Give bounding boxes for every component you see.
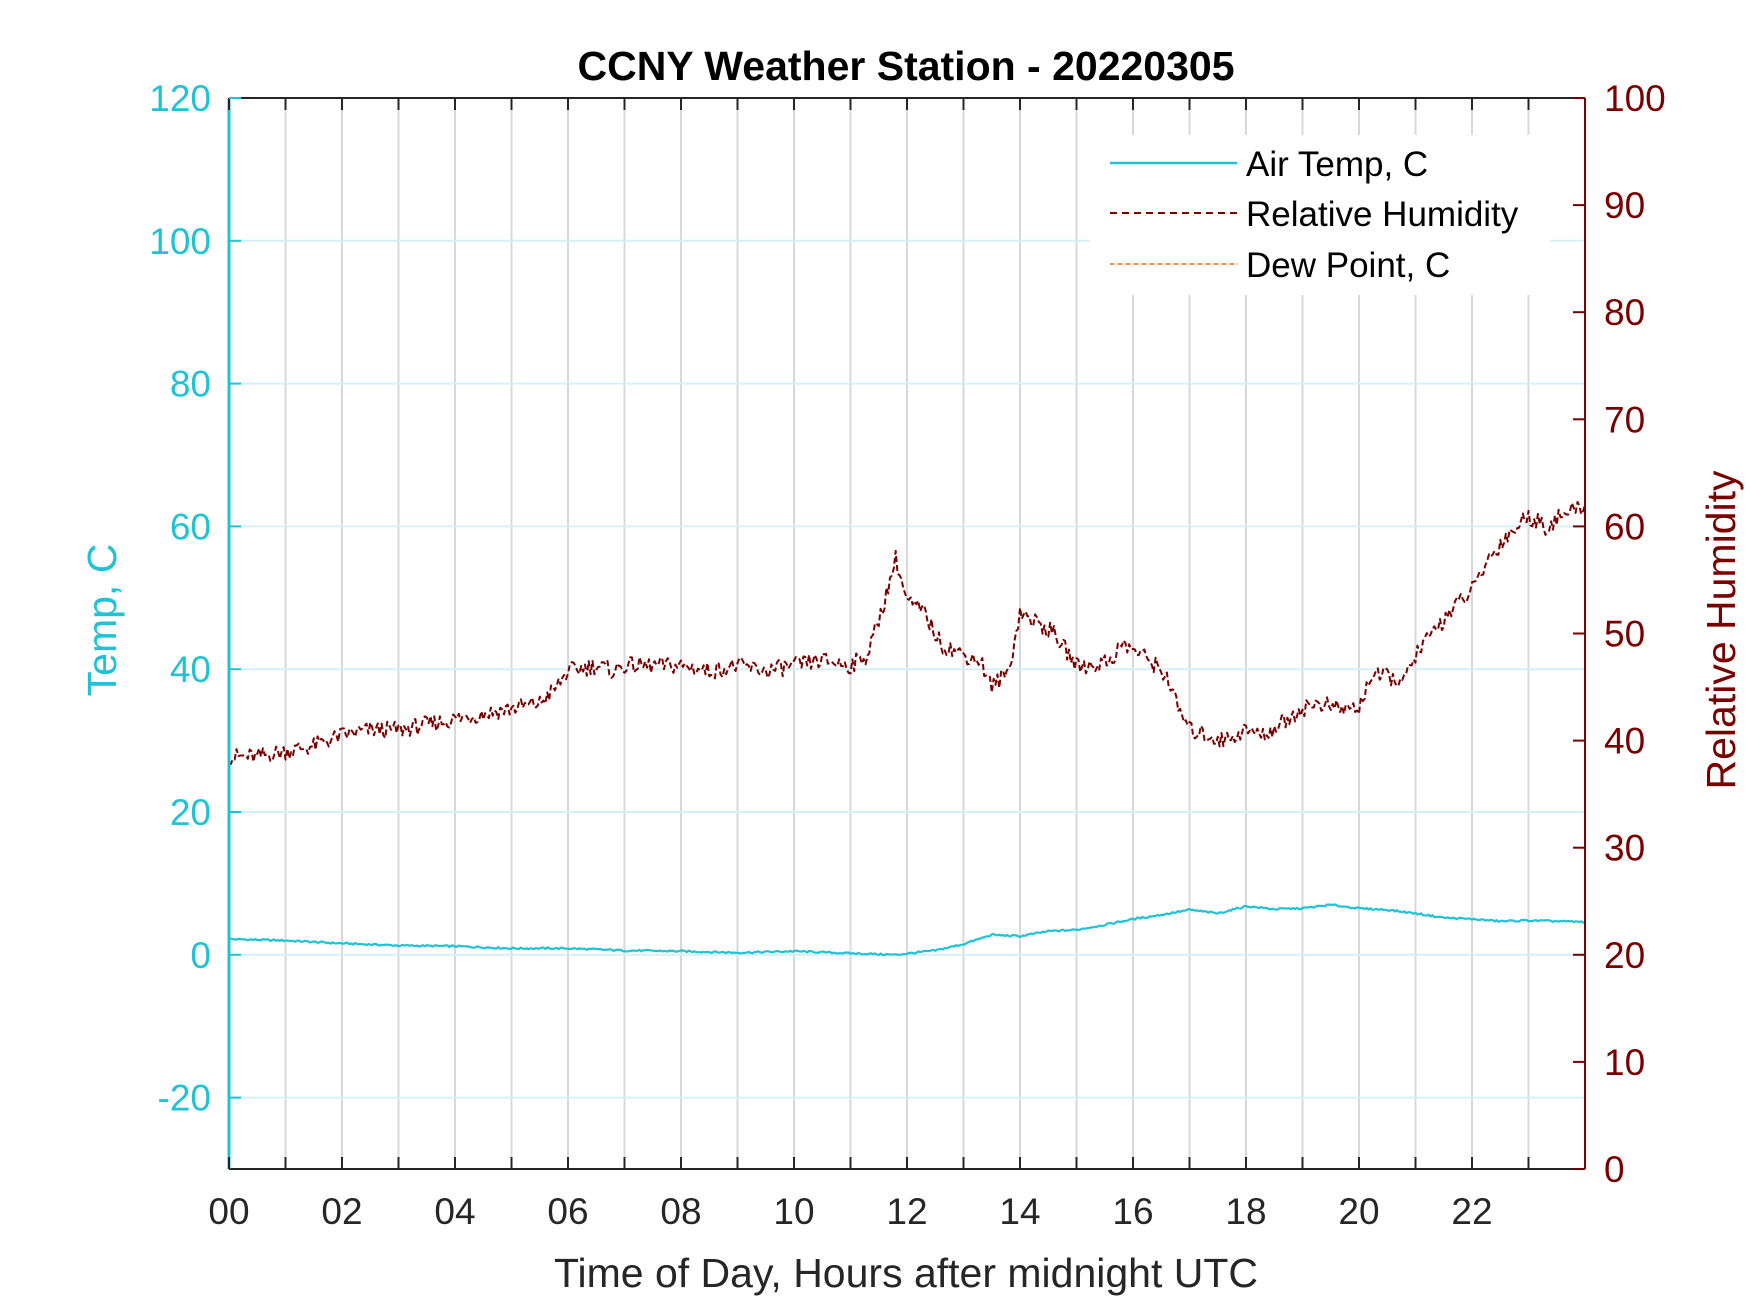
y-left-tick-label: 120 [149,78,211,119]
x-tick-label: 12 [886,1191,927,1232]
x-tick-label: 14 [999,1191,1040,1232]
x-tick-label: 10 [773,1191,814,1232]
y-right-tick-label: 30 [1604,828,1645,869]
y-right-tick-label: 10 [1604,1042,1645,1083]
legend: Air Temp, C Relative Humidity Dew Point,… [1090,135,1550,295]
x-tick-label: 08 [660,1191,701,1232]
y-right-tick-label: 80 [1604,292,1645,333]
y-left-tick-label: 20 [170,792,211,833]
series-line-air-temp-c [228,903,1586,957]
x-tick-label: 16 [1112,1191,1153,1232]
legend-label-air-temp: Air Temp, C [1246,145,1428,184]
y-right-tick-label: 0 [1604,1149,1625,1190]
legend-background [1090,135,1550,295]
y-left-tick-label: 0 [190,935,211,976]
legend-label-relative-humidity: Relative Humidity [1246,195,1519,234]
y-right-tick-label: 100 [1604,78,1666,119]
y-right-tick-label: 20 [1604,935,1645,976]
series-layer [228,501,1586,957]
x-tick-label: 00 [208,1191,249,1232]
y-right-tick-label: 70 [1604,399,1645,440]
series-line-relative-humidity [228,501,1586,766]
x-tick-label: 06 [547,1191,588,1232]
y-left-axis-label: Temp, C [79,544,125,697]
y-left-tick-label: 100 [149,221,211,262]
x-tick-label: 02 [321,1191,362,1232]
grid-layer [229,98,1585,1169]
chart-title: CCNY Weather Station - 20220305 [577,43,1234,89]
y-left-tick-label: 40 [170,649,211,690]
x-tick-label: 20 [1338,1191,1379,1232]
x-axis-label: Time of Day, Hours after midnight UTC [554,1250,1258,1296]
y-right-tick-label: 40 [1604,721,1645,762]
y-left-tick-label: 80 [170,364,211,405]
y-right-tick-label: 90 [1604,185,1645,226]
y-left-tick-label: -20 [158,1078,211,1119]
x-tick-label: 04 [434,1191,475,1232]
y-left-tick-label: 60 [170,506,211,547]
y-right-axis-label: Relative Humidity [1698,470,1744,789]
y-right-tick-label: 60 [1604,506,1645,547]
x-tick-label: 22 [1451,1191,1492,1232]
legend-label-dew-point: Dew Point, C [1246,246,1450,285]
y-right-tick-label: 50 [1604,614,1645,655]
x-tick-label: 18 [1225,1191,1266,1232]
axes-layer: 00 02 04 06 08 10 12 14 16 18 20 22-200204060801001… [149,78,1665,1232]
